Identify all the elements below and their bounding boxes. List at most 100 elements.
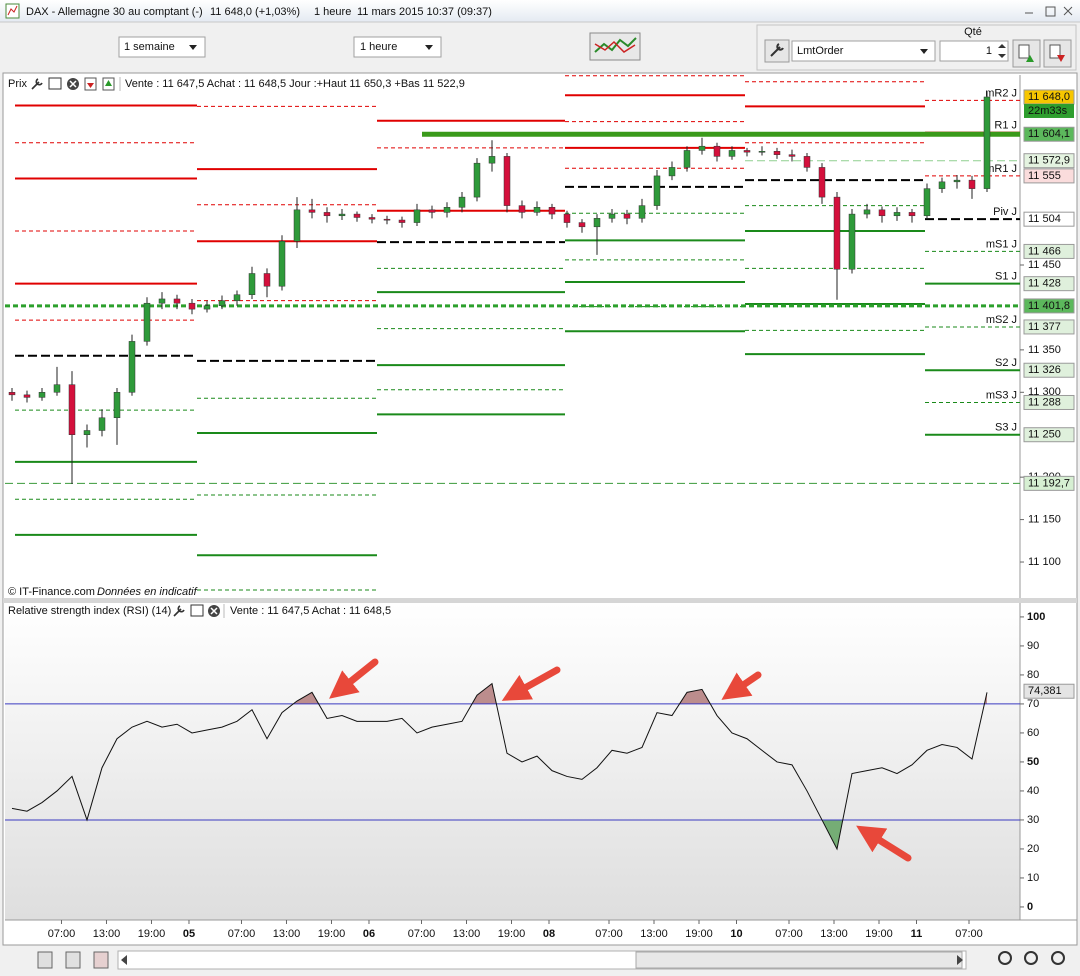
qty-label: Qté: [964, 26, 982, 38]
candle-body: [98, 417, 106, 431]
candle-body: [578, 222, 586, 228]
candle-body: [233, 294, 241, 301]
tool-icon[interactable]: [93, 951, 109, 969]
arrow: [329, 658, 379, 699]
scroll-thumb[interactable]: [635, 951, 963, 969]
candle-body: [113, 392, 121, 419]
candle-body: [518, 205, 526, 213]
candle-body: [728, 150, 736, 157]
price-tag: [1023, 362, 1075, 378]
window-icon[interactable]: [190, 604, 204, 617]
wrench-icon: [770, 43, 784, 57]
buy-icon: [1018, 44, 1030, 59]
select-box[interactable]: [791, 40, 936, 62]
candle-body: [413, 209, 421, 223]
x-tick-label: 19:00: [685, 928, 713, 940]
interval-select[interactable]: 1 heure: [353, 36, 442, 58]
select-arrow: [425, 45, 433, 50]
candle-body: [23, 394, 31, 398]
input-value: 1: [986, 45, 992, 57]
candle-body: [968, 179, 976, 189]
zoom-in[interactable]: [1024, 951, 1038, 965]
zoom-fit[interactable]: [998, 951, 1012, 965]
input-box[interactable]: [939, 40, 1009, 62]
candle-body: [218, 300, 226, 306]
rsi-plot: [5, 682, 1020, 851]
app-icon-chart: [7, 5, 18, 16]
range-select[interactable]: 1 semaine: [118, 36, 206, 58]
window-price: 11 648,0 (+1,03%): [210, 6, 300, 18]
candle-body: [128, 341, 136, 393]
rsi-line: [11, 682, 988, 851]
pivot-label: S3 J: [995, 422, 1017, 434]
candle-body: [158, 298, 166, 304]
chart-tool-button[interactable]: [589, 32, 641, 61]
candle-body: [488, 156, 496, 164]
candle-body: [473, 162, 481, 198]
x-tick-label: 07:00: [595, 928, 623, 940]
candle-body: [908, 212, 916, 217]
select-value: 1 semaine: [124, 41, 175, 53]
pivot-label: S1 J: [995, 271, 1017, 283]
x-tick-label: 13:00: [453, 928, 481, 940]
tool-icon[interactable]: [65, 951, 81, 969]
window-period: 1 heure: [314, 6, 351, 18]
maximize-button[interactable]: [1045, 6, 1056, 17]
sell-mini-arrow: [87, 83, 94, 88]
order-type-select[interactable]: LmtOrder: [791, 40, 936, 62]
price-tag-label: 11 192,7: [1028, 477, 1070, 489]
candle-body: [638, 205, 646, 219]
value-tag-label: 74,381: [1028, 685, 1062, 697]
settings-icon[interactable]: [31, 78, 43, 90]
pivot-label: R1 J: [994, 120, 1017, 132]
settings-icon[interactable]: [173, 605, 185, 617]
zoom-out[interactable]: [1051, 951, 1065, 965]
candle-body: [548, 207, 556, 215]
select-box[interactable]: [118, 36, 206, 58]
candle-body: [713, 145, 721, 157]
price-tag-label: 11 401,8: [1028, 300, 1070, 312]
pivot-label: mS1 J: [986, 238, 1017, 250]
price-tag: [1023, 126, 1075, 142]
x-tick-label: 11: [911, 928, 923, 940]
price-quote: Vente : 11 647,5 Achat : 11 648,5 Jour :…: [125, 78, 465, 90]
rsi-background: [5, 603, 1020, 920]
price-tag: [1023, 211, 1075, 227]
price-tag: [1023, 475, 1075, 491]
price-tag-label: 11 504: [1028, 213, 1061, 225]
panel-divider[interactable]: [3, 598, 1077, 603]
candle-body: [68, 384, 76, 435]
x-tick-label: 10: [730, 928, 742, 940]
panel-title: Relative strength index (RSI) (14): [8, 605, 171, 617]
candle-body: [338, 213, 346, 217]
price-tag: [1023, 394, 1075, 410]
price-plot: mR2 J R1 J mR1 J Piv J mS1 J S1 J mS2 J S2 J mS3…: [5, 75, 1020, 591]
candle-body: [398, 219, 406, 223]
pivot-label: mR2 J: [985, 87, 1017, 99]
candle-body: [608, 213, 616, 219]
annotation-arrows: [329, 658, 912, 862]
qty-input[interactable]: 1: [939, 40, 1009, 62]
candle-body: [683, 150, 691, 168]
arrow: [856, 825, 912, 862]
y-tick-label: 80: [1027, 669, 1039, 681]
copyright: © IT-Finance.com: [8, 586, 95, 598]
close-button[interactable]: [1063, 6, 1073, 16]
select-box[interactable]: [353, 36, 442, 58]
arrow: [501, 666, 561, 701]
y-tick-label: 70: [1027, 698, 1039, 710]
spinner[interactable]: [998, 44, 1006, 58]
button-icon: [594, 40, 636, 53]
price-tag-label: 11 377: [1028, 321, 1061, 333]
y-tick-label: 11 150: [1028, 513, 1061, 525]
tool-icon[interactable]: [37, 951, 53, 969]
candle-body: [248, 273, 256, 295]
candle-body: [188, 302, 196, 310]
y-tick-label: 30: [1027, 814, 1039, 826]
candle-body: [983, 96, 991, 189]
candle-body: [428, 209, 436, 213]
price-tag-label: 11 555: [1028, 170, 1061, 182]
pivot-label: mR1 J: [985, 163, 1017, 175]
candle-body: [848, 213, 856, 270]
window-icon[interactable]: [48, 77, 62, 90]
